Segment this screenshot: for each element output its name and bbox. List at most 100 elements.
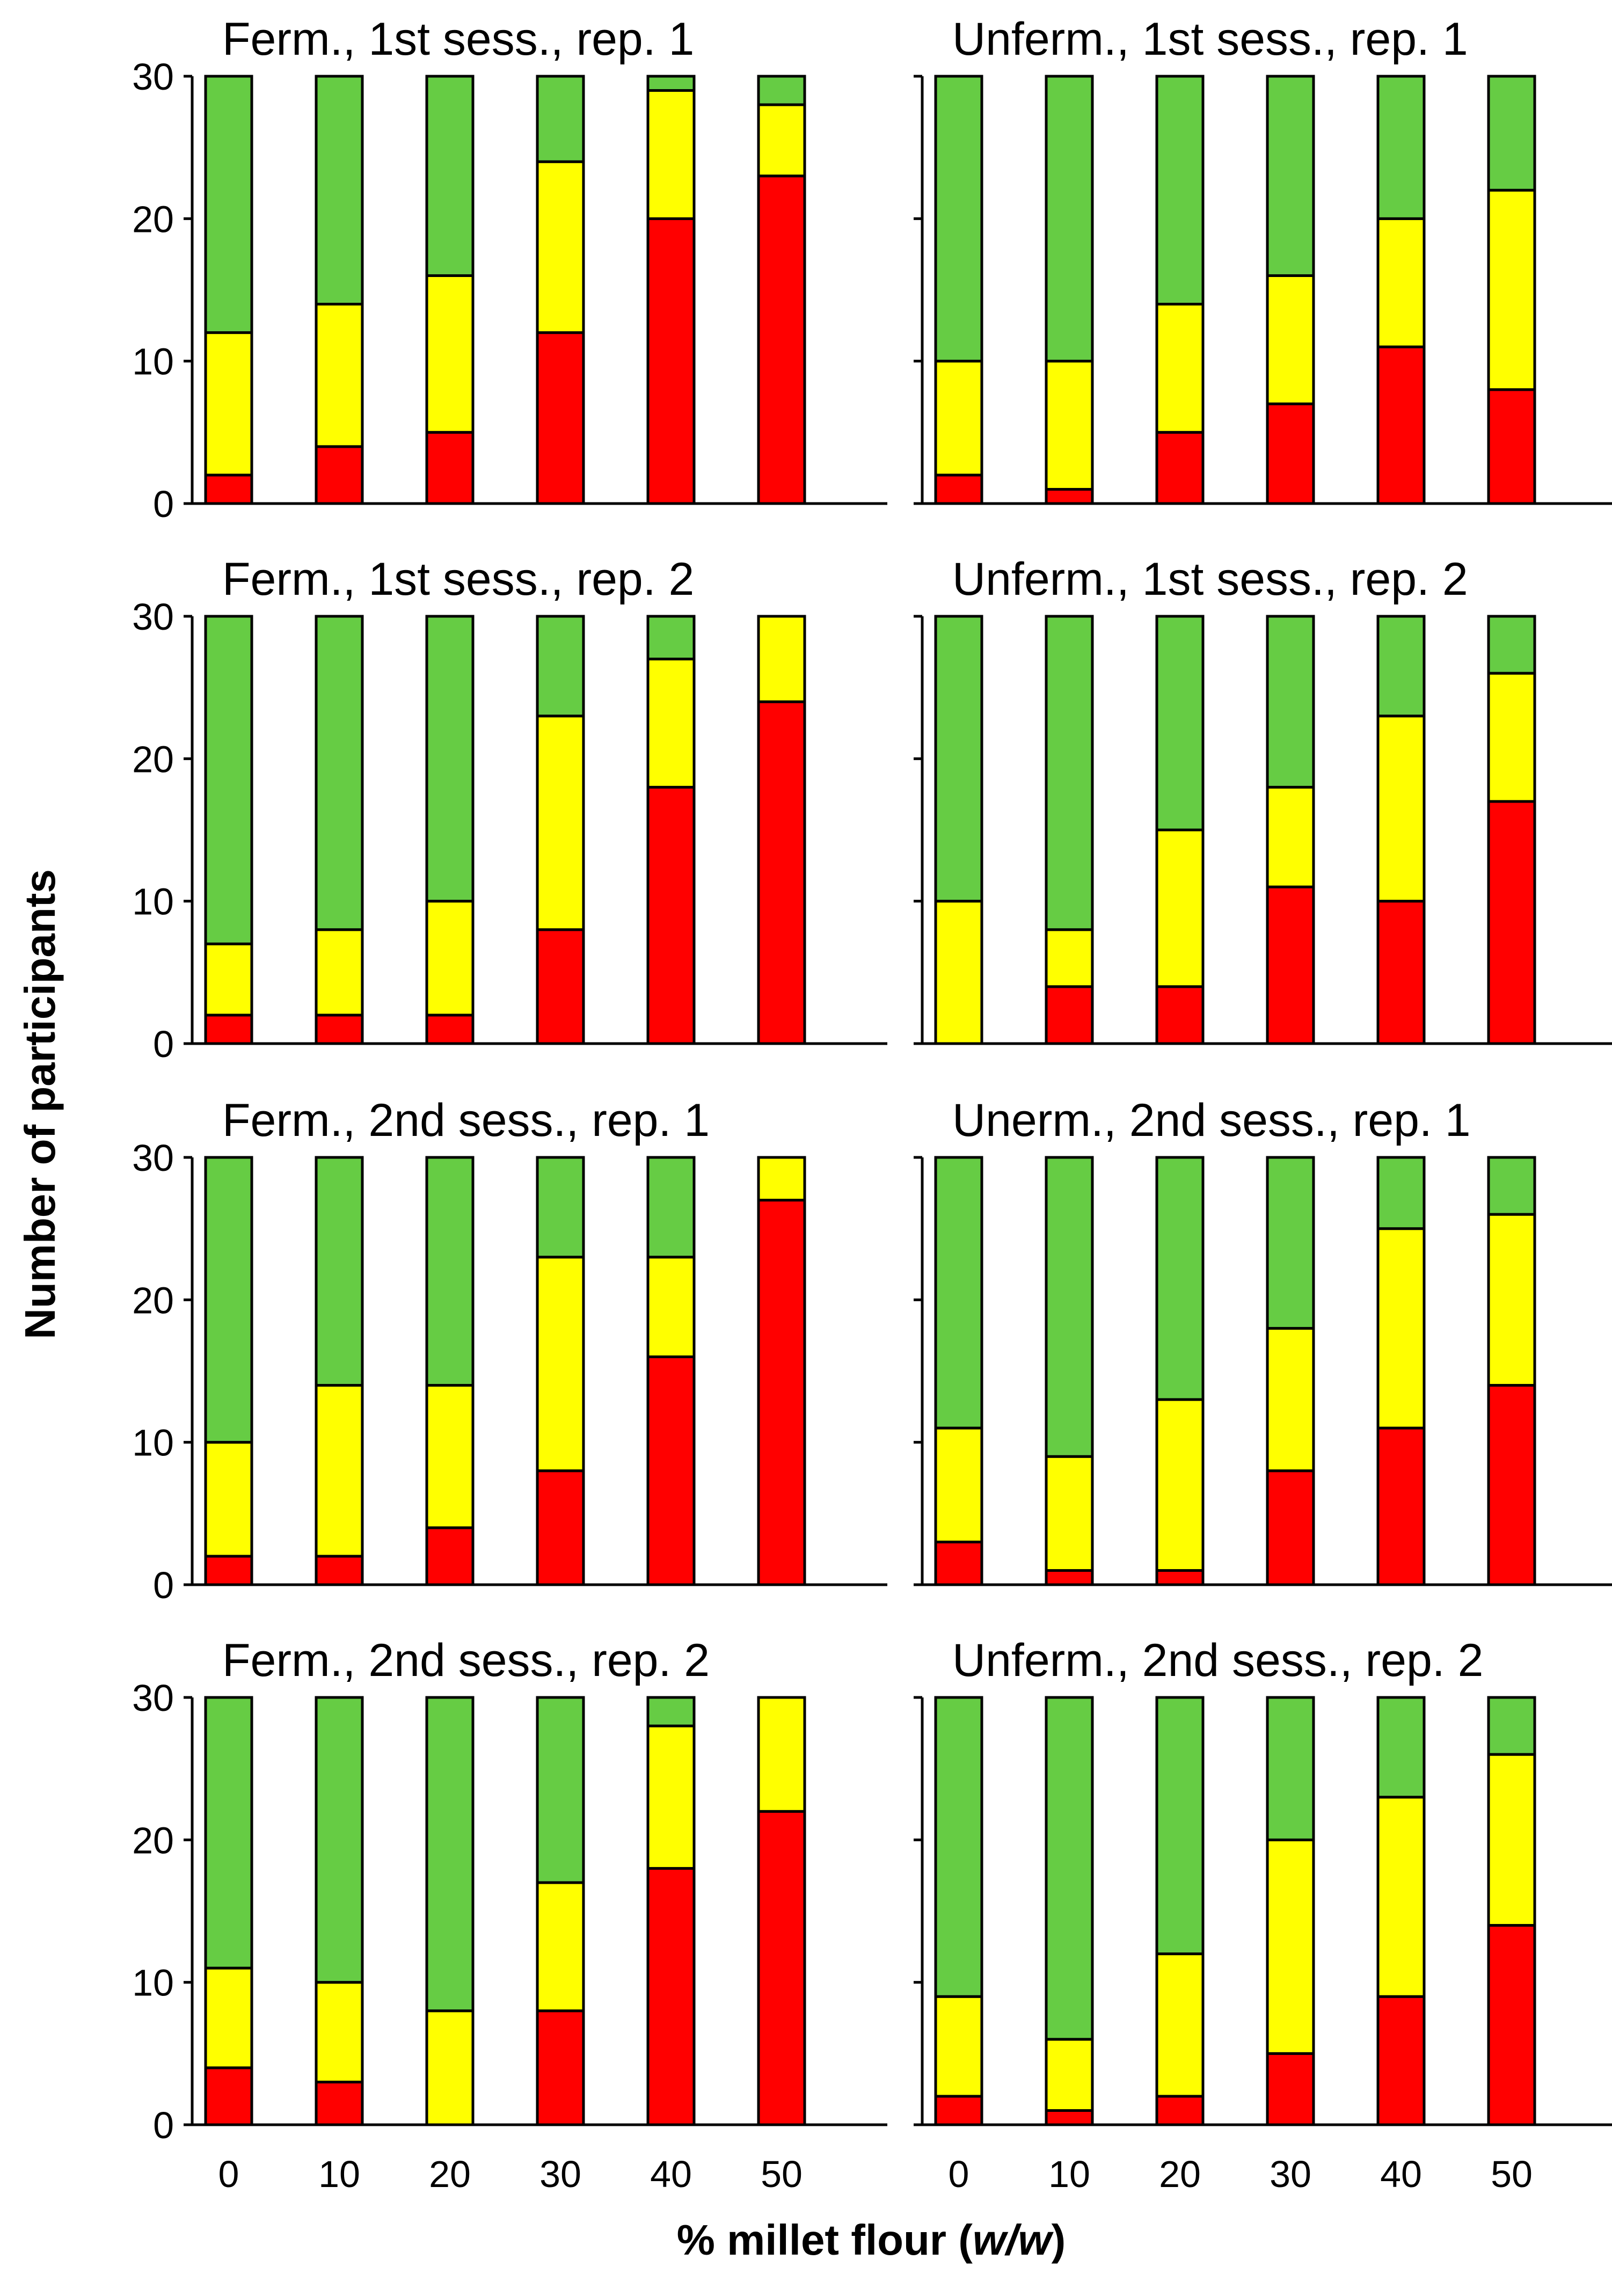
chart-panel-6: Unerm., 2nd sess., rep. 1 (914, 1095, 1612, 1586)
x-tick-label: 30 (1270, 2153, 1311, 2195)
bar-segment-yellow (646, 89, 696, 220)
bar-segment-yellow (646, 658, 696, 789)
bar-segment-red (1045, 2109, 1094, 2126)
bar-segment-green (646, 1696, 696, 1728)
bar-segment-yellow (204, 942, 253, 1017)
bar-segment-red (204, 2066, 253, 2126)
bar-segment-red (1155, 431, 1205, 505)
bar-segment-yellow (646, 1724, 696, 1870)
bar-segment-yellow (425, 1384, 475, 1529)
bar-segment-yellow (1376, 715, 1426, 903)
bar-segment-green (315, 1156, 364, 1387)
bar-segment-green (1155, 75, 1205, 306)
x-tick-label: 40 (650, 2153, 692, 2195)
y-tick-label: 10 (132, 881, 174, 923)
chart-panel-7: Ferm., 2nd sess., rep. 2 0 10 20 30 0 10 20 30 40… (132, 1635, 887, 2195)
bar-segment-yellow (757, 1696, 806, 1813)
bar-segment-green (1045, 75, 1094, 363)
panel-title: Ferm., 2nd sess., rep. 1 (222, 1095, 710, 1146)
bar-segment-green (1487, 1696, 1536, 1756)
bar-segment-red (1155, 2095, 1205, 2126)
x-tick-label: 50 (1491, 2153, 1533, 2195)
panel-title: Ferm., 1st sess., rep. 2 (222, 553, 694, 605)
bar-segment-red (1045, 1569, 1094, 1586)
bar-segment-red (1487, 388, 1536, 505)
bar-segment-red (204, 473, 253, 505)
bar-segment-green (1487, 1156, 1536, 1216)
chart-panel-8: Unferm., 2nd sess., rep. 2 0 10 20 30 40 50 (914, 1635, 1612, 2195)
bar-segment-red (757, 1810, 806, 2126)
bar-segment-red (425, 1014, 475, 1045)
x-tick-label: 20 (429, 2153, 471, 2195)
bar-segment-yellow (425, 2009, 475, 2126)
bar-segment-yellow (1266, 1838, 1315, 2055)
bar-segment-green (646, 615, 696, 661)
bar-segment-red (646, 1867, 696, 2126)
bar-segment-yellow (1376, 217, 1426, 348)
x-tick-label: 20 (1159, 2153, 1201, 2195)
bar-segment-red (934, 473, 983, 505)
bar-segment-green (934, 1156, 983, 1430)
bar-segment-yellow (1155, 303, 1205, 434)
bar-segment-yellow (1266, 274, 1315, 405)
panel-title: Unferm., 2nd sess., rep. 2 (952, 1635, 1483, 1686)
y-tick-label: 0 (153, 483, 174, 525)
panels: Ferm., 1st sess., rep. 10102030Unferm., … (132, 13, 1612, 2195)
bar-segment-green (1487, 75, 1536, 192)
bar-segment-green (646, 1156, 696, 1259)
bar-segment-red (1376, 900, 1426, 1045)
bar-segment-red (1045, 487, 1094, 505)
bar-segment-red (425, 1526, 475, 1586)
bar-segment-green (315, 615, 364, 931)
bar-segment-green (425, 615, 475, 903)
y-tick-label: 30 (132, 56, 174, 98)
bar-segment-green (536, 1156, 585, 1259)
bar-segment-green (1045, 1156, 1094, 1458)
bar-segment-yellow (934, 360, 983, 477)
bar-segment-green (1266, 75, 1315, 277)
y-tick-label: 30 (132, 596, 174, 638)
bar-segment-red (646, 217, 696, 505)
panel-title: Unerm., 2nd sess., rep. 1 (952, 1095, 1471, 1146)
bar-segment-red (536, 331, 585, 505)
bar-segment-green (425, 75, 475, 277)
bar-segment-green (204, 1696, 253, 1970)
bar-segment-red (934, 2095, 983, 2126)
bar-segment-green (1376, 1156, 1426, 1230)
bar-segment-red (536, 1469, 585, 1586)
bar-segment-red (315, 2080, 364, 2126)
bar-segment-yellow (1487, 672, 1536, 803)
bar-segment-yellow (757, 103, 806, 178)
bar-segment-red (536, 2009, 585, 2126)
bar-segment-yellow (315, 1981, 364, 2083)
bar-segment-yellow (757, 615, 806, 703)
y-tick-label: 10 (132, 1422, 174, 1464)
x-tick-label: 10 (318, 2153, 360, 2195)
bar-segment-yellow (425, 900, 475, 1017)
bar-segment-yellow (1266, 1326, 1315, 1473)
y-tick-label: 30 (132, 1137, 174, 1179)
bar-segment-green (536, 615, 585, 718)
bar-segment-green (934, 615, 983, 903)
bar-segment-yellow (1155, 828, 1205, 988)
bar-segment-green (757, 75, 806, 106)
chart-panel-1: Ferm., 1st sess., rep. 1 0 10 20 30 (132, 13, 887, 525)
bar-segment-yellow (1376, 1227, 1426, 1430)
bar-segment-red (1487, 1384, 1536, 1586)
bar-segment-green (204, 75, 253, 334)
bar-segment-yellow (1487, 1753, 1536, 1927)
bar-segment-yellow (1045, 928, 1094, 988)
bar-segment-red (757, 1199, 806, 1586)
y-tick-label: 20 (132, 1819, 174, 1861)
bar-segment-green (1045, 1696, 1094, 2041)
bar-segment-yellow (536, 715, 585, 931)
x-tick-label: 50 (761, 2153, 803, 2195)
bar-segment-green (315, 75, 364, 306)
bar-segment-red (757, 174, 806, 505)
y-tick-label: 20 (132, 1279, 174, 1321)
bar-segment-red (1155, 985, 1205, 1045)
bar-segment-red (315, 445, 364, 505)
bar-segment-yellow (646, 1256, 696, 1358)
bar-segment-green (315, 1696, 364, 1984)
